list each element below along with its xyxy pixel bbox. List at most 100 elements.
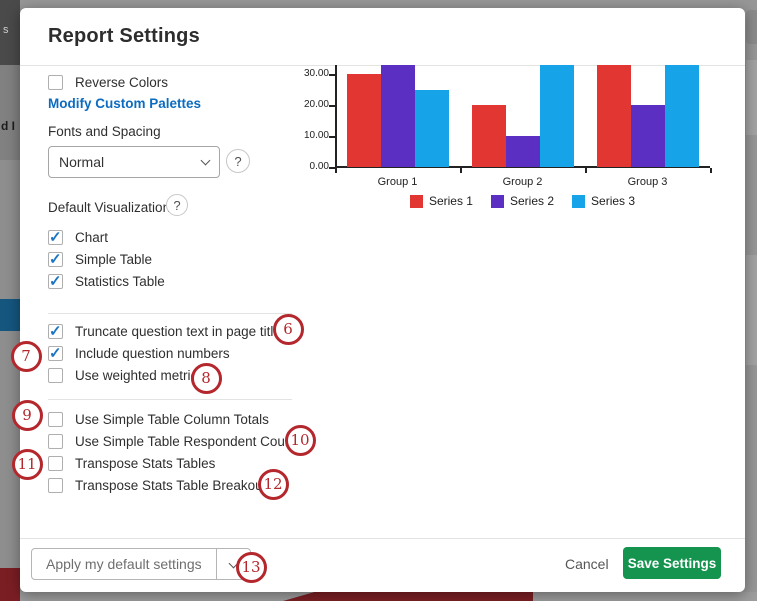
section-divider [48, 399, 292, 400]
default-visualizations-label: Default Visualizations [48, 200, 177, 215]
x-axis-category-label: Group 2 [502, 176, 543, 188]
statistics-table-checkbox[interactable] [48, 272, 63, 290]
x-axis-tick [460, 168, 462, 173]
chart-bar [664, 65, 699, 167]
chart-bar [596, 65, 631, 167]
fonts-spacing-select[interactable]: Normal [48, 146, 220, 178]
use-weighted-metrics-row[interactable]: Use weighted metrics [48, 368, 204, 383]
x-axis-category-label: Group 3 [627, 176, 668, 188]
transpose-stats-table-breakouts-label: Transpose Stats Table Breakouts [75, 478, 274, 493]
truncate-question-text-checkbox[interactable] [48, 322, 63, 340]
legend-swatch-icon [409, 194, 423, 208]
modify-custom-palettes-link[interactable]: Modify Custom Palettes [48, 96, 202, 111]
y-axis-tick-label: 10.00 [303, 130, 329, 141]
legend-label: Series 1 [428, 194, 473, 208]
annotation-circle-11: 11 [11, 448, 43, 480]
annotation-circle-12: 12 [257, 468, 289, 500]
transpose-stats-tables-row[interactable]: Transpose Stats Tables [48, 456, 215, 471]
viz-option-chart-row[interactable]: Chart [48, 228, 109, 246]
default-visualizations-help-icon[interactable]: ? [166, 194, 188, 216]
simple-table-column-totals-checkbox[interactable] [48, 412, 63, 427]
simple-table-respondent-counts-checkbox[interactable] [48, 434, 63, 449]
x-axis-tick [710, 168, 712, 173]
chart-checkbox[interactable] [48, 228, 63, 246]
background-right-block [746, 255, 757, 365]
include-question-numbers-label: Include question numbers [75, 346, 230, 361]
transpose-stats-table-breakouts-row[interactable]: Transpose Stats Table Breakouts [48, 478, 273, 493]
viz-option-statistics-table-row[interactable]: Statistics Table [48, 272, 165, 290]
legend-item: Series 2 [490, 194, 555, 208]
y-axis-tick-label: 0.00 [309, 161, 329, 172]
simple-table-label: Simple Table [75, 252, 153, 267]
include-question-numbers-row[interactable]: Include question numbers [48, 344, 230, 362]
annotation-circle-13: 13 [235, 551, 267, 583]
statistics-table-label: Statistics Table [75, 274, 165, 289]
legend-swatch-icon [490, 194, 504, 208]
apply-default-settings-label: Apply my default settings [46, 556, 202, 572]
footer-divider [20, 538, 745, 539]
use-weighted-metrics-checkbox[interactable] [48, 368, 63, 383]
include-question-numbers-checkbox[interactable] [48, 344, 63, 362]
legend-item: Series 3 [572, 194, 635, 208]
annotation-circle-9: 9 [11, 399, 43, 431]
transpose-stats-table-breakouts-checkbox[interactable] [48, 478, 63, 493]
chevron-down-icon [200, 155, 211, 166]
transpose-stats-tables-label: Transpose Stats Tables [75, 456, 216, 471]
y-axis-tick [329, 136, 335, 138]
reverse-colors-checkbox[interactable] [48, 75, 63, 90]
simple-table-respondent-counts-label: Use Simple Table Respondent Counts [75, 434, 303, 449]
y-axis-tick [329, 74, 335, 76]
legend-swatch-icon [572, 194, 586, 208]
section-divider [48, 313, 292, 314]
y-axis-tick-label: 20.00 [303, 99, 329, 110]
legend-label: Series 2 [509, 194, 555, 208]
report-settings-modal: Report Settings Reverse Colors Modify Cu… [20, 8, 745, 592]
use-weighted-metrics-label: Use weighted metrics [75, 368, 205, 383]
apply-settings-dropdown-toggle[interactable] [215, 549, 250, 579]
y-axis-tick-label: 30.00 [303, 68, 329, 79]
truncate-question-text-row[interactable]: Truncate question text in page titles [48, 322, 288, 340]
chart-label: Chart [75, 230, 109, 245]
legend-label: Series 3 [591, 194, 636, 208]
background-page-topleft [0, 0, 20, 65]
modal-title: Report Settings [48, 25, 200, 47]
chart-bar [539, 65, 574, 167]
x-axis-category-label: Group 1 [377, 176, 418, 188]
simple-table-column-totals-label: Use Simple Table Column Totals [75, 412, 269, 427]
save-settings-button[interactable]: Save Settings [623, 547, 721, 579]
truncate-question-text-label: Truncate question text in page titles [75, 324, 288, 339]
fonts-spacing-selected-value: Normal [59, 154, 105, 170]
chart-bar [380, 65, 415, 167]
x-axis-tick [335, 168, 337, 173]
chart-bar [414, 89, 449, 167]
legend-item: Series 1 [409, 194, 473, 208]
reverse-colors-label: Reverse Colors [75, 75, 169, 90]
x-axis-tick [585, 168, 587, 173]
y-axis-tick [329, 105, 335, 107]
fonts-spacing-help-icon[interactable]: ? [226, 149, 250, 173]
background-right-block [746, 60, 757, 135]
viz-option-simple-table-row[interactable]: Simple Table [48, 250, 153, 268]
chart-bar [346, 74, 381, 167]
apply-default-settings-button[interactable]: Apply my default settings [31, 548, 251, 580]
chart-bar [505, 136, 540, 167]
annotation-circle-6: 6 [272, 313, 304, 345]
background-right-tab [746, 10, 757, 44]
cancel-button[interactable]: Cancel [565, 556, 609, 572]
background-page-left-strip-dark [0, 65, 20, 160]
simple-table-respondent-counts-row[interactable]: Use Simple Table Respondent Counts [48, 434, 303, 449]
simple-table-column-totals-row[interactable]: Use Simple Table Column Totals [48, 412, 269, 427]
background-text-fragment: d I [1, 119, 15, 133]
background-red-block [0, 568, 20, 601]
y-axis-line [335, 65, 337, 167]
background-selected-item [0, 299, 21, 331]
y-axis-tick [329, 167, 335, 169]
annotation-circle-8: 8 [190, 362, 222, 394]
background-text-fragment: s [3, 24, 9, 36]
simple-table-checkbox[interactable] [48, 250, 63, 268]
reverse-colors-row[interactable]: Reverse Colors [48, 75, 168, 90]
fonts-and-spacing-label: Fonts and Spacing [48, 124, 161, 139]
transpose-stats-tables-checkbox[interactable] [48, 456, 63, 471]
annotation-circle-10: 10 [284, 424, 316, 456]
background-red-banner [283, 591, 533, 601]
